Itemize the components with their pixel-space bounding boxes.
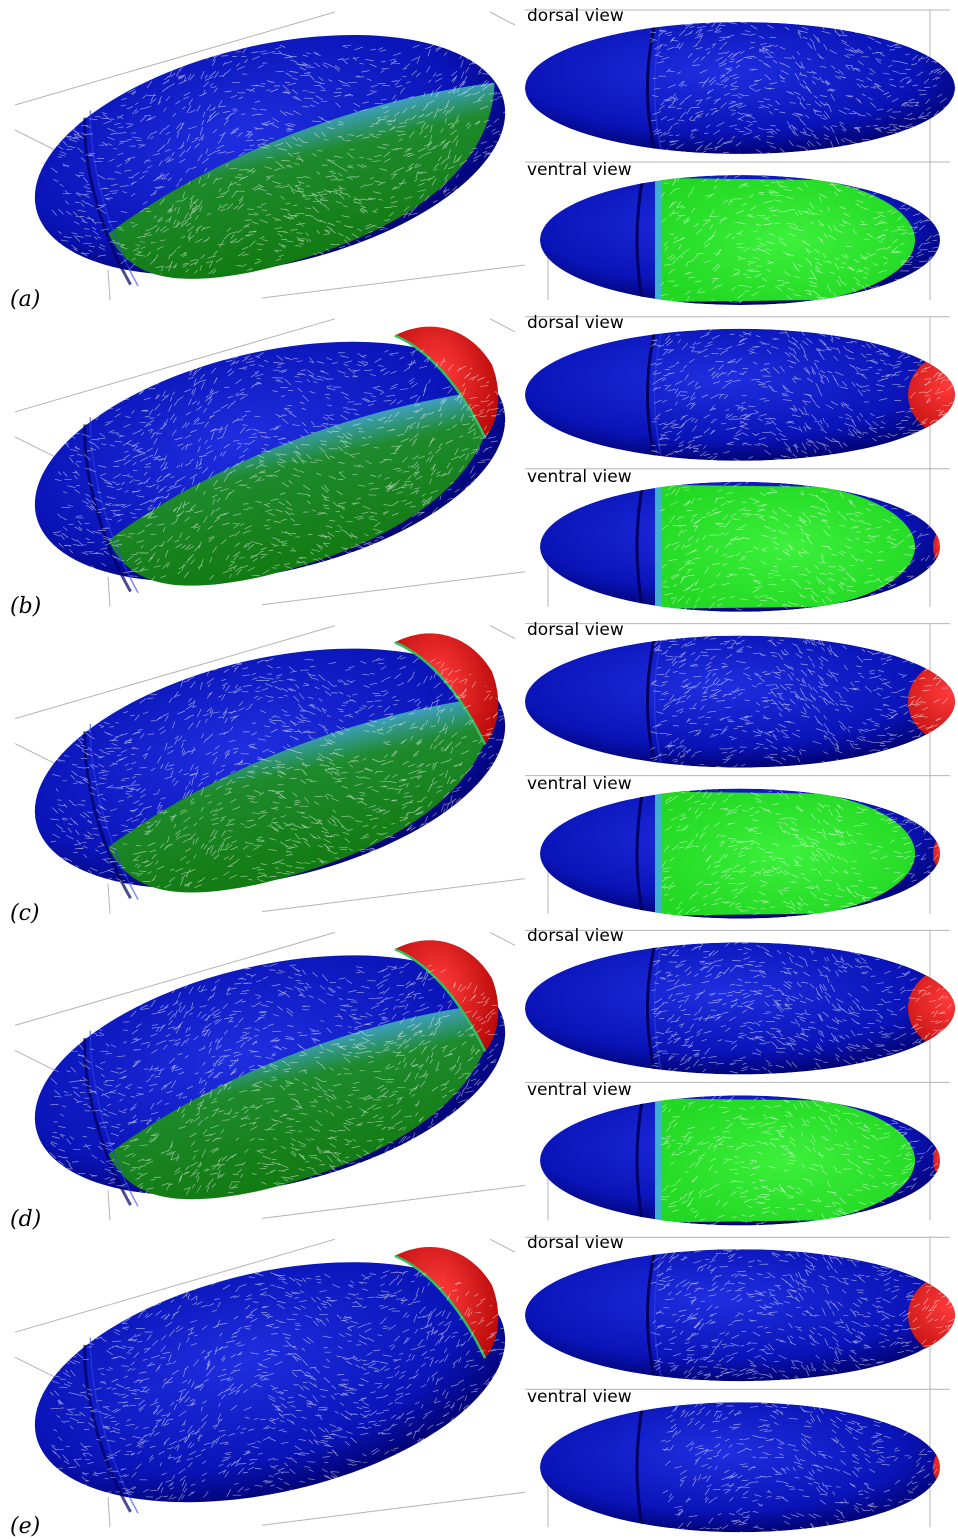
- ventral-domain: [660, 1098, 915, 1223]
- posterior-patch: [394, 326, 499, 438]
- cephalic-furrow: [83, 117, 132, 286]
- dorsal-view-label: dorsal view: [527, 926, 624, 947]
- cephalic-furrow: [635, 1095, 645, 1226]
- cephalic-furrow: [646, 635, 657, 768]
- dorsal-embryo: [525, 635, 955, 768]
- cephalic-furrow: [646, 1249, 657, 1382]
- posterior-patch: [908, 1271, 955, 1360]
- ventral-domain: [108, 389, 495, 586]
- embryo-body: [525, 942, 955, 1075]
- ventral-embryo: [540, 175, 940, 305]
- ventral-view-label: ventral view: [527, 1080, 632, 1101]
- panel-e: [14, 1236, 955, 1533]
- cephalic-furrow: [83, 1038, 132, 1206]
- ventral-embryo: [540, 788, 940, 919]
- posterior-patch: [933, 1449, 940, 1486]
- flow-field: [650, 635, 955, 768]
- oblique-embryo: [34, 633, 506, 900]
- dorsal-view-label: dorsal view: [527, 6, 624, 26]
- embryo-body: [34, 1262, 506, 1503]
- dorsal-view-label: dorsal view: [527, 1233, 624, 1254]
- ventral-domain: [660, 791, 915, 916]
- dorsal-embryo: [525, 22, 955, 154]
- ventral-view-label: ventral view: [527, 1387, 632, 1408]
- panel-b: [14, 316, 955, 612]
- panel-a: [14, 9, 955, 305]
- ventral-view-label: ventral view: [527, 160, 632, 180]
- cephalic-furrow: [635, 788, 645, 919]
- dorsal-view-label: dorsal view: [527, 312, 624, 333]
- ventral-domain: [660, 178, 915, 302]
- panel-label: (d): [10, 1207, 42, 1233]
- ventral-view-label: ventral view: [527, 773, 632, 794]
- oblique-embryo: [34, 940, 506, 1207]
- oblique-embryo: [34, 1247, 506, 1514]
- cephalic-furrow: [646, 328, 657, 461]
- flow-field: [660, 1095, 940, 1226]
- dorsal-embryo: [525, 1249, 955, 1382]
- ventral-domain: [108, 82, 495, 279]
- oblique-embryo: [34, 326, 506, 594]
- panel-label: (a): [10, 287, 41, 312]
- ventral-embryo: [540, 1095, 940, 1226]
- frame-lines: [14, 9, 950, 301]
- dorsal-embryo: [525, 328, 955, 461]
- cephalic-furrow: [635, 481, 645, 612]
- posterior-patch: [394, 940, 499, 1052]
- posterior-patch: [394, 633, 499, 745]
- embryo-body: [525, 1249, 955, 1382]
- dorsal-embryo: [525, 942, 955, 1075]
- flow-field: [660, 175, 940, 305]
- embryo-body: [525, 22, 955, 154]
- panel-d: [14, 929, 955, 1226]
- oblique-embryo: [34, 34, 506, 287]
- ventral-domain: [660, 484, 915, 609]
- flow-field: [50, 651, 517, 892]
- panel-label: (b): [10, 593, 42, 619]
- cephalic-furrow: [635, 1402, 645, 1533]
- embryo-body: [525, 328, 955, 461]
- embryo-body: [525, 635, 955, 768]
- panel-c: [14, 623, 955, 919]
- cephalic-furrow: [646, 22, 657, 154]
- posterior-patch: [908, 350, 955, 439]
- frame-lines: [14, 316, 950, 607]
- panel-label: (e): [10, 1514, 41, 1539]
- cephalic-furrow: [635, 175, 645, 305]
- flow-field: [660, 1402, 940, 1533]
- ventral-embryo: [540, 481, 940, 612]
- ventral-view-label: ventral view: [527, 466, 632, 487]
- dorsal-view-label: dorsal view: [527, 619, 624, 640]
- posterior-patch: [933, 1142, 940, 1179]
- cephalic-furrow: [83, 1344, 132, 1513]
- posterior-patch: [933, 528, 940, 565]
- ventral-domain: [108, 696, 495, 893]
- embryo-body: [540, 1402, 940, 1533]
- ventral-embryo: [540, 1402, 940, 1533]
- posterior-patch: [394, 1247, 499, 1359]
- cephalic-furrow: [83, 424, 132, 593]
- posterior-patch: [933, 835, 940, 872]
- panel-label: (c): [10, 900, 40, 926]
- cephalic-furrow: [646, 942, 657, 1075]
